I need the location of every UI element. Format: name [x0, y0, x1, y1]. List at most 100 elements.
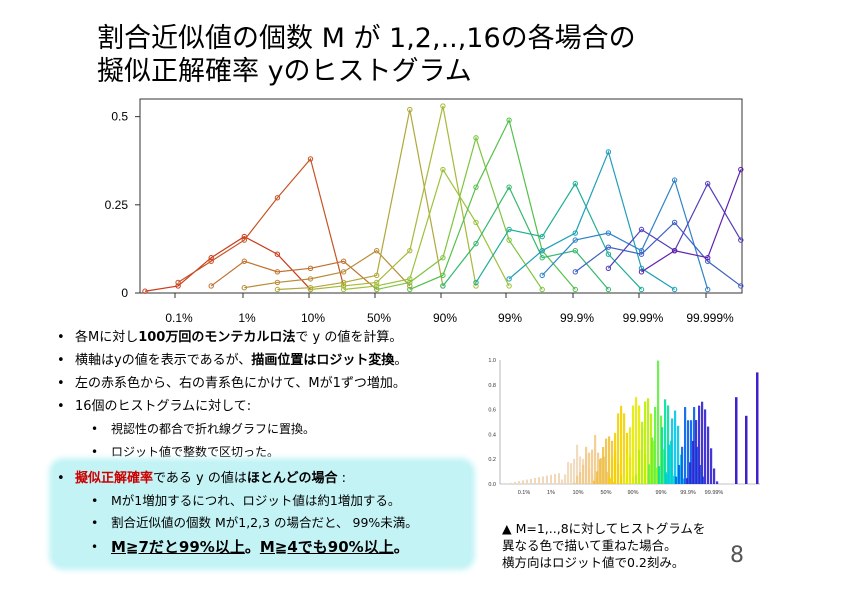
- data-point: [473, 240, 479, 247]
- histogram-bar: [597, 452, 600, 484]
- histogram-bar: [647, 398, 650, 484]
- data-point: [407, 247, 413, 254]
- data-point: [241, 258, 248, 264]
- histogram-bar: [692, 440, 695, 484]
- data-point: [638, 247, 645, 254]
- histogram-bar: [614, 432, 617, 484]
- data-point: [274, 286, 281, 293]
- histogram-bar: [542, 476, 544, 484]
- data-point: [440, 255, 446, 261]
- data-point: [572, 180, 578, 187]
- data-point: [671, 247, 678, 254]
- histogram-bar: [530, 478, 532, 484]
- data-point: [638, 265, 645, 272]
- histogram-bar: [608, 436, 611, 484]
- histogram-bar: [608, 476, 611, 484]
- data-point: [241, 237, 248, 243]
- histogram-bar: [623, 413, 626, 484]
- data-point: [473, 219, 479, 226]
- bullet-item: 横軸はyの値を表示であるが、描画位置はロジット変換。: [55, 349, 495, 372]
- histogram-bar: [591, 449, 594, 484]
- histogram-bar: [674, 410, 677, 484]
- data-point: [539, 272, 545, 279]
- histogram-bar: [638, 405, 641, 484]
- bullet-item: 16個のヒストグラムに対して:: [55, 395, 495, 418]
- histogram-bar: [651, 437, 654, 484]
- data-point: [671, 286, 678, 293]
- histogram-bar: [686, 478, 689, 484]
- data-point: [605, 265, 612, 272]
- data-point: [340, 283, 347, 289]
- histogram-bar: [668, 444, 671, 484]
- histogram-bar: [573, 458, 576, 484]
- histogram-bar: [657, 360, 660, 484]
- histogram-bar: [567, 462, 570, 484]
- histogram-bar: [510, 482, 512, 484]
- page-number: 8: [730, 543, 744, 568]
- highlight-sub-bullet: Mが1増加するにつれ、ロジット値は約1増加する。: [55, 490, 475, 512]
- data-point: [605, 251, 612, 257]
- series-line: [310, 105, 477, 291]
- histogram-bar: [678, 464, 681, 484]
- data-point: [307, 265, 314, 272]
- histogram-bar: [558, 473, 560, 484]
- histogram-bar: [675, 476, 678, 484]
- data-point: [241, 285, 248, 291]
- x-tick-label: 99.9%: [560, 311, 594, 325]
- data-point: [374, 286, 380, 293]
- histogram-bar: [661, 427, 664, 484]
- histogram-bar: [629, 427, 632, 484]
- histogram-bar: [596, 471, 599, 484]
- histogram-bar: [704, 409, 707, 484]
- x-tick-label: 99%: [498, 311, 522, 325]
- x-tick-label: 0.1%: [165, 311, 193, 325]
- histogram-bar: [664, 399, 667, 484]
- data-point: [208, 283, 214, 289]
- x-tick-label: 90%: [627, 490, 638, 496]
- histogram-bar: [644, 401, 647, 484]
- data-point: [539, 255, 545, 261]
- histogram-bar: [707, 426, 710, 484]
- histogram-bar: [684, 407, 687, 484]
- histogram-bar: [546, 475, 548, 484]
- data-point: [572, 286, 578, 293]
- histogram-bar: [638, 450, 641, 484]
- data-point: [307, 276, 314, 282]
- data-point: [440, 283, 446, 289]
- highlight-sub-bullet: 割合近似値の個数 Mが1,2,3 の場合だと、 99%未満。: [55, 512, 475, 534]
- histogram-bar: [695, 420, 698, 484]
- histogram-bar: [534, 477, 536, 484]
- data-point: [738, 237, 744, 243]
- data-point: [473, 135, 479, 141]
- histogram-bar: [677, 425, 680, 484]
- x-tick-label: 99%: [655, 490, 666, 496]
- data-point: [274, 195, 281, 201]
- y-tick-label: 0.5: [111, 110, 128, 124]
- histogram-bar: [611, 457, 614, 484]
- x-tick-label: 50%: [367, 311, 391, 325]
- data-point: [506, 276, 512, 282]
- data-point: [671, 219, 678, 226]
- data-point: [440, 272, 446, 279]
- histogram-bar: [687, 420, 690, 484]
- histogram-bar: [599, 459, 602, 484]
- highlight-text: 擬似正解確率である y の値はほとんどの場合 : Mが1増加するにつれ、ロジット…: [55, 468, 475, 561]
- x-tick-label: 99.99%: [705, 490, 724, 496]
- title-line-1: 割合近似値の個数 M が 1,2,..,16の各場合の: [97, 23, 636, 54]
- histogram-bar: [716, 481, 719, 484]
- histogram-bar: [756, 372, 759, 484]
- histogram-bar: [576, 475, 579, 484]
- histogram-bar: [582, 464, 585, 484]
- data-point: [572, 230, 578, 236]
- data-point: [473, 184, 479, 190]
- data-point: [572, 247, 578, 254]
- x-tick-label: 50%: [600, 490, 611, 496]
- data-point: [407, 276, 413, 282]
- histogram-bar: [602, 446, 605, 484]
- histogram-bar: [561, 479, 564, 484]
- histogram-bar: [564, 474, 567, 484]
- data-point: [142, 288, 148, 294]
- histogram-bar: [518, 481, 520, 484]
- bullet-item: 各Mに対し100万回のモンテカルロ法で y の値を計算。: [55, 326, 495, 349]
